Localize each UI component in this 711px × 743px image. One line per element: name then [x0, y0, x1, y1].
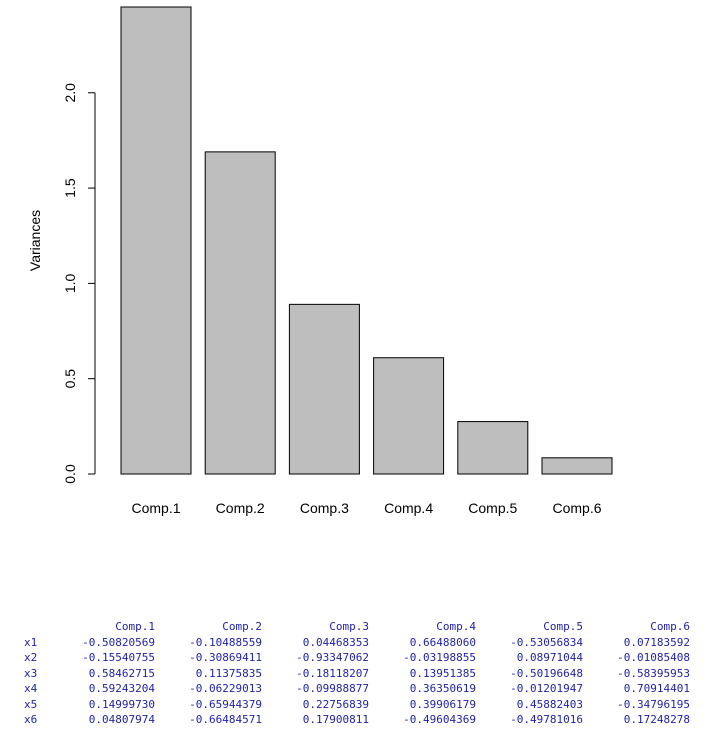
loadings-row-name: x4	[24, 682, 38, 695]
loadings-cell: 0.45882403	[516, 697, 583, 711]
scree-plot: 0.0 0.5 1.0 1.5 2.0 Variances Comp.1 Comp.2 Comp…	[27, 6, 613, 516]
loadings-cell: 0.07183592	[623, 635, 690, 649]
bar-comp-2	[204, 151, 276, 475]
loadings-cell: 0.17248278	[623, 713, 690, 726]
loadings-row-name: x6	[24, 713, 38, 726]
loadings-cell: 0.70914401	[623, 682, 690, 695]
loadings-row-name: x2	[24, 651, 38, 664]
loadings-cell: -0.09988877	[296, 682, 369, 695]
loadings-cell: 0.08971044	[516, 651, 583, 664]
loadings-cell: -0.03198855	[403, 651, 476, 664]
loadings-cell: -0.06229013	[189, 682, 262, 695]
loadings-row: x2 -0.15540755 -0.30869411 -0.93347062 -…	[24, 650, 690, 666]
loadings-column-header: Comp.6	[650, 620, 690, 633]
loadings-row-name: x3	[24, 666, 38, 680]
category-label: Comp.5	[468, 500, 517, 516]
loadings-cell: -0.10488559	[189, 635, 262, 649]
loadings-cell: -0.30869411	[189, 651, 262, 664]
loadings-cell: 0.39906179	[409, 697, 476, 711]
loadings-table: Comp.1 Comp.2 Comp.3 Comp.4 Comp.5 Comp.…	[0, 588, 711, 743]
bar-comp-4	[373, 357, 445, 475]
loadings-cell: -0.50820569	[82, 635, 155, 649]
loadings-cell: 0.04807974	[88, 713, 155, 726]
y-tick-label: 1.0	[62, 273, 78, 293]
y-tick-label: 1.5	[62, 178, 78, 198]
bar-comp-6	[541, 457, 613, 475]
loadings-cell: -0.49604369	[403, 713, 476, 726]
loadings-cell: 0.14999730	[88, 697, 155, 711]
y-axis-label: Variances	[27, 210, 43, 271]
loadings-cell: 0.22756839	[302, 697, 369, 711]
loadings-column-header: Comp.3	[329, 620, 369, 633]
loadings-cell: 0.17900811	[302, 713, 369, 726]
loadings-cell: 0.04468353	[302, 635, 369, 649]
loadings-cell: -0.01201947	[510, 682, 583, 695]
bar-comp-3	[288, 303, 360, 475]
y-tick-label: 2.0	[62, 83, 78, 103]
loadings-row: x6 0.04807974 -0.66484571 0.17900811 -0.…	[24, 712, 690, 728]
category-label: Comp.3	[300, 500, 349, 516]
loadings-cell: -0.01085408	[617, 651, 690, 664]
y-tick-label: 0.5	[62, 369, 78, 389]
category-label: Comp.1	[131, 500, 180, 516]
loadings-column-header: Comp.5	[543, 620, 583, 633]
loadings-cell: -0.66484571	[189, 713, 262, 726]
loadings-column-header: Comp.2	[222, 620, 262, 633]
loadings-row-name: x5	[24, 697, 38, 711]
loadings-cell: -0.15540755	[82, 651, 155, 664]
category-label: Comp.6	[552, 500, 601, 516]
loadings-row: x4 0.59243204 -0.06229013 -0.09988877 0.…	[24, 681, 690, 697]
category-label: Comp.2	[216, 500, 265, 516]
loadings-cell: -0.65944379	[189, 697, 262, 711]
loadings-cell: 0.58462715	[88, 666, 155, 680]
loadings-cell: 0.59243204	[88, 682, 155, 695]
loadings-cell: 0.66488060	[409, 635, 476, 649]
loadings-cell: -0.34796195	[617, 697, 690, 711]
loadings-row: x5 0.14999730 -0.65944379 0.22756839 0.3…	[24, 697, 690, 713]
loadings-row: x1 -0.50820569 -0.10488559 0.04468353 0.…	[24, 635, 690, 651]
loadings-cell: 0.11375835	[195, 666, 262, 680]
loadings-cell: -0.93347062	[296, 651, 369, 664]
loadings-row-name: x1	[24, 635, 38, 649]
loadings-column-header: Comp.4	[436, 620, 476, 633]
loadings-cell: -0.58395953	[617, 666, 690, 680]
loadings-cell: -0.53056834	[510, 635, 583, 649]
scree-plot-svg: 0.0 0.5 1.0 1.5 2.0 Variances Comp.1 Comp.2 Comp…	[27, 6, 613, 516]
loadings-column-header: Comp.1	[115, 620, 155, 633]
loadings-cell: -0.49781016	[510, 713, 583, 726]
loadings-cell: 0.36350619	[409, 682, 476, 695]
loadings-corner	[24, 619, 48, 635]
loadings-row: x3 0.58462715 0.11375835 -0.18118207 0.1…	[24, 666, 690, 682]
loadings-header-row: Comp.1 Comp.2 Comp.3 Comp.4 Comp.5 Comp.…	[24, 619, 690, 635]
category-label: Comp.4	[384, 500, 433, 516]
loadings-cell: -0.50196648	[510, 666, 583, 680]
y-tick-label: 0.0	[62, 464, 78, 484]
bar-comp-5	[457, 421, 529, 475]
bar-comp-1	[120, 6, 192, 475]
loadings-cell: 0.13951385	[409, 666, 476, 680]
loadings-cell: -0.18118207	[296, 666, 369, 680]
